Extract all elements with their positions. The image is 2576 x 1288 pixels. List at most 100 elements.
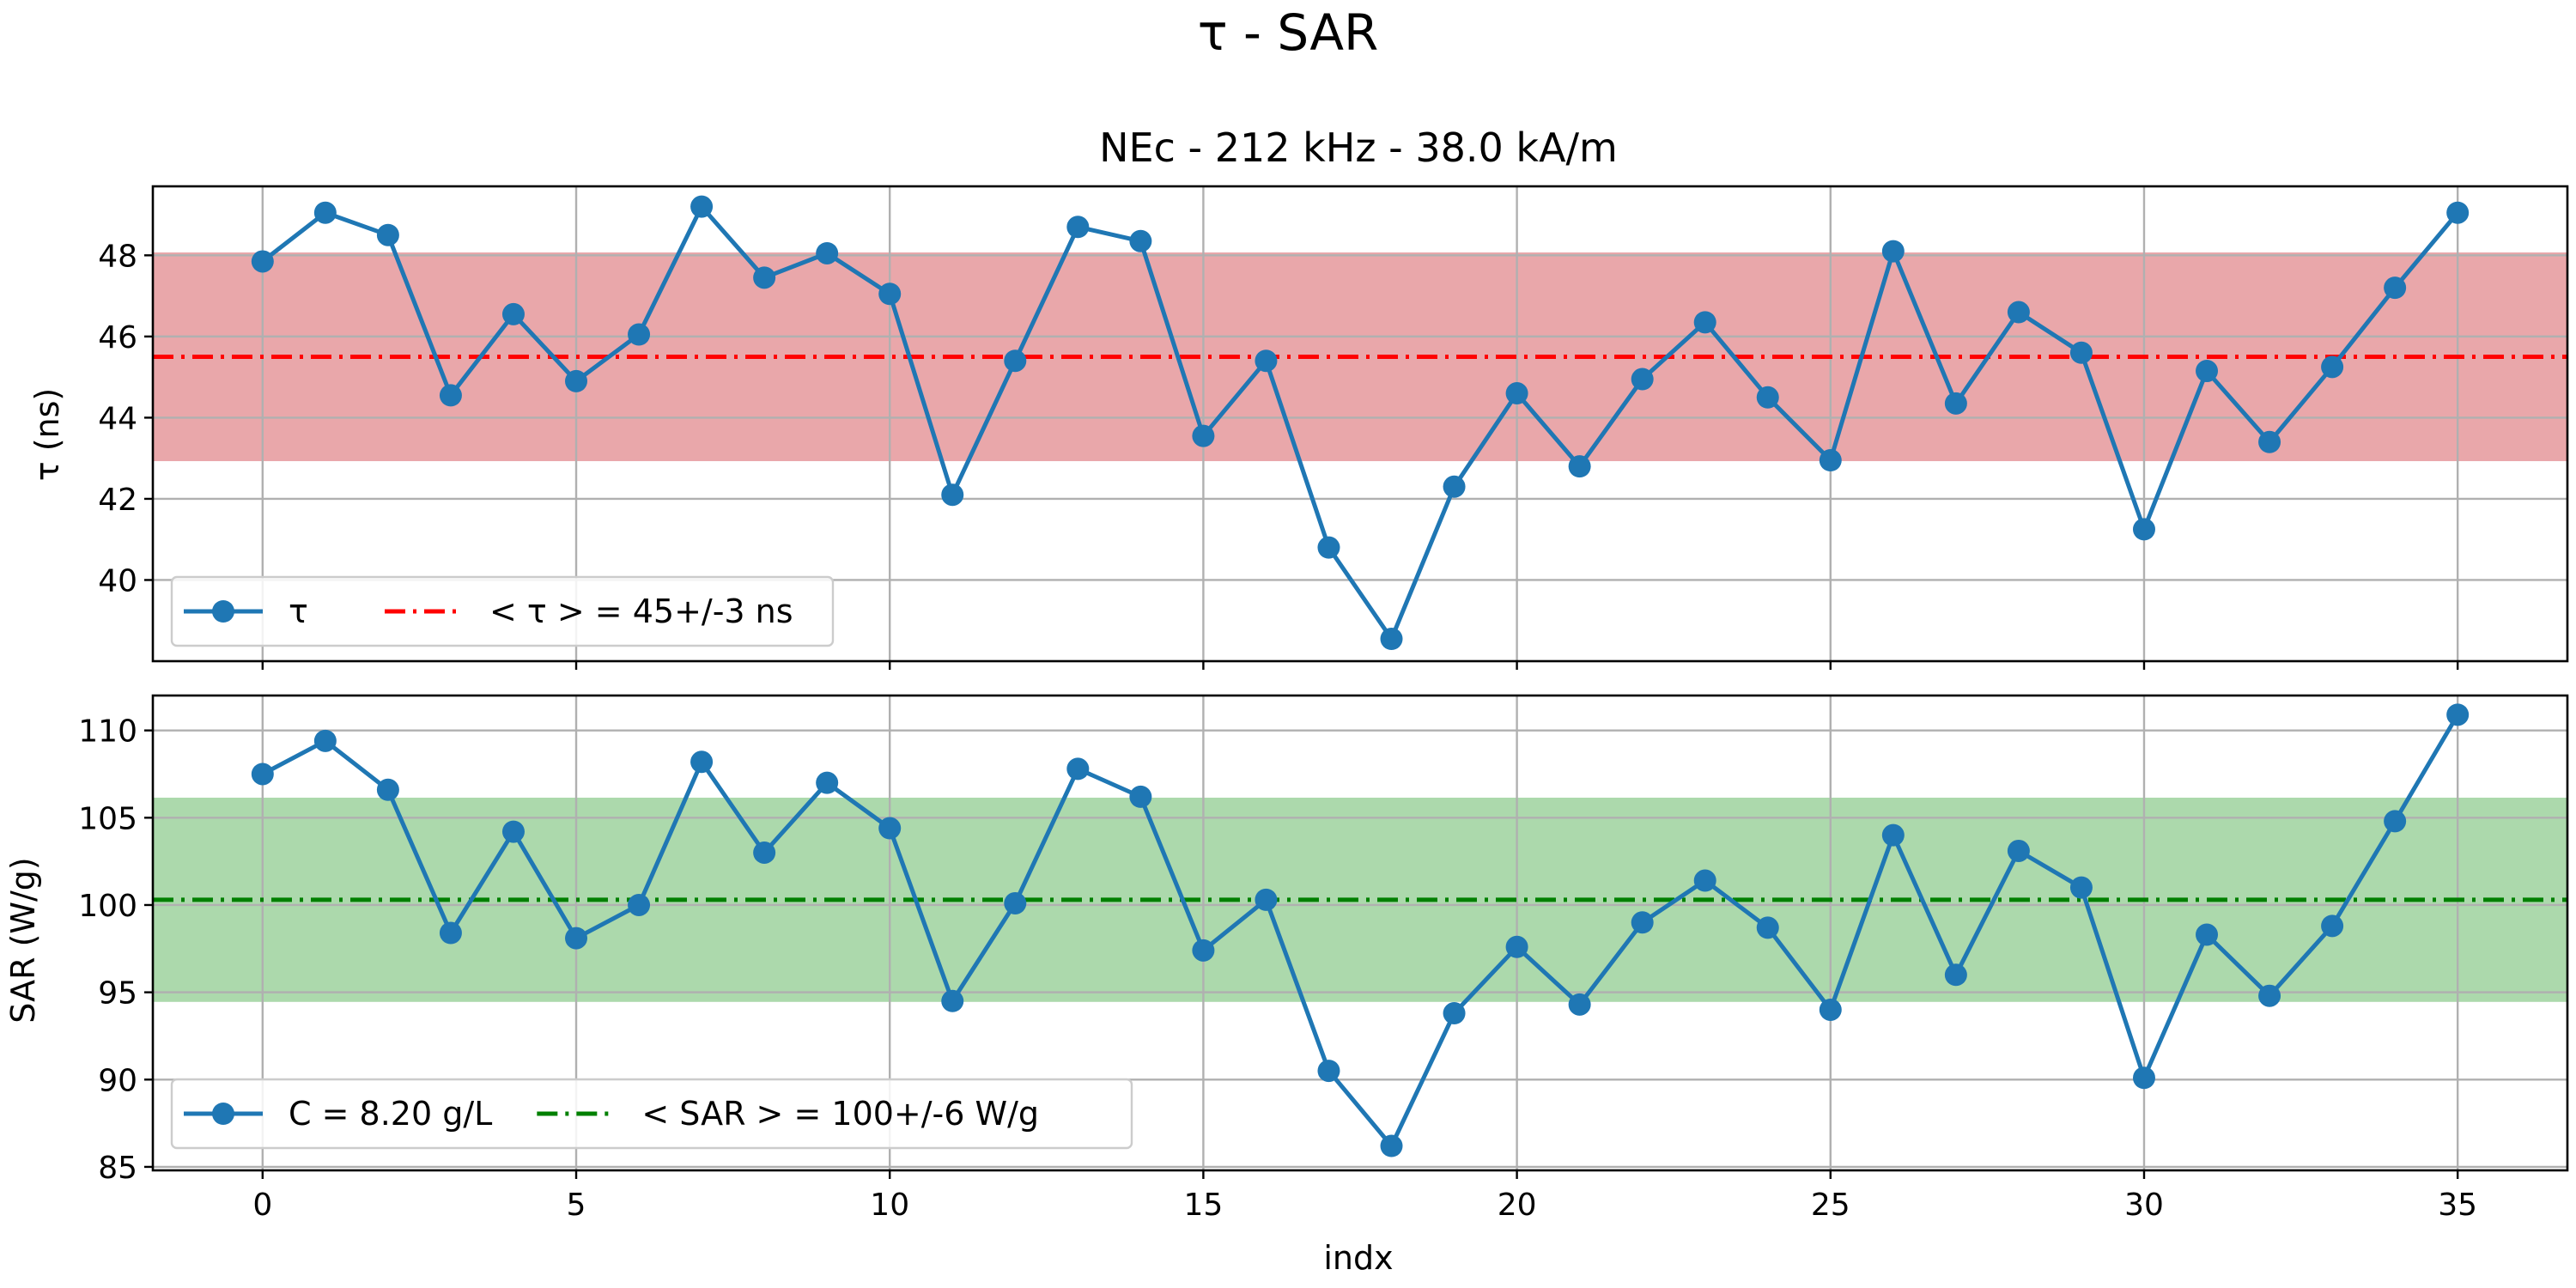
panel-tau-title: NEc - 212 kHz - 38.0 kA/m [1099,125,1618,171]
sar-point-21 [1568,993,1591,1016]
sar-point-34 [2384,810,2407,833]
sar-point-35 [2446,703,2470,726]
tau-point-35 [2446,201,2470,224]
tau-point-5 [565,369,588,392]
tau-legend-series-label: τ [289,592,308,630]
sar-point-25 [1819,998,1842,1021]
sar-point-16 [1255,888,1278,911]
sar-ytick-label-90: 90 [98,1063,137,1098]
sar-point-14 [1129,785,1152,808]
sar-point-28 [2007,839,2030,862]
panel-sar: SAR (W/g) 85 90 95 100 105 110 0 5 10 15 20 25 30 35 C… [4,694,2569,1223]
sar-xtick-label-35: 35 [2438,1188,2477,1223]
tau-point-10 [878,283,902,306]
sar-point-22 [1631,911,1654,934]
tau-point-24 [1756,386,1779,409]
tau-point-29 [2069,341,2093,364]
tau-ytick-label-48: 48 [98,239,137,274]
panel-tau: NEc - 212 kHz - 38.0 kA/m τ (ns) 40 42 44 4… [28,125,2569,670]
sar-xtick-label-0: 0 [252,1188,272,1223]
sar-point-0 [251,762,274,786]
sar-point-17 [1317,1060,1340,1083]
tau-point-17 [1317,536,1340,559]
tau-point-23 [1693,311,1716,334]
tau-ytick-label-44: 44 [98,401,137,436]
tau-point-25 [1819,449,1842,472]
sar-point-33 [2321,914,2344,938]
tau-point-32 [2258,430,2281,453]
sar-ytick-label-105: 105 [78,801,137,836]
sar-ytick-label-85: 85 [98,1151,137,1186]
sar-legend: C = 8.20 g/L < SAR > = 100+/-6 W/g [170,1078,1133,1150]
tau-point-8 [753,266,776,289]
tau-point-22 [1631,368,1654,391]
sar-point-27 [1944,963,1967,987]
tau-point-9 [816,241,839,264]
sar-point-11 [941,989,964,1012]
tau-ytick-label-42: 42 [98,483,137,518]
tau-point-18 [1380,628,1403,651]
sar-point-2 [376,778,399,801]
sar-xtick-label-15: 15 [1183,1188,1223,1223]
sar-series-line [261,714,2460,1148]
figure-suptitle: τ - SAR [1198,3,1379,62]
sar-point-19 [1443,1002,1466,1025]
sar-point-10 [878,817,902,840]
sar-ytick-label-110: 110 [78,714,137,750]
sar-point-15 [1192,939,1215,962]
sar-point-26 [1881,823,1905,847]
tau-point-26 [1881,240,1905,263]
tau-legend: τ < τ > = 45+/-3 ns [170,575,835,647]
sar-xtick-label-20: 20 [1498,1188,1537,1223]
tau-point-31 [2196,360,2219,383]
sar-legend-mean-label: < SAR > = 100+/-6 W/g [641,1095,1039,1133]
sar-point-29 [2069,876,2093,899]
tau-point-34 [2384,276,2407,300]
sar-legend-box [170,1078,1133,1150]
tau-point-4 [501,302,525,325]
tau-point-13 [1066,216,1090,239]
tau-point-21 [1568,455,1591,478]
tau-point-11 [941,483,964,507]
sar-point-12 [1004,891,1027,914]
tau-point-27 [1944,392,1967,415]
sar-point-13 [1066,757,1090,781]
sar-point-7 [690,750,714,774]
sar-xtick-label-5: 5 [567,1188,586,1223]
sar-point-8 [753,841,776,864]
sar-point-18 [1380,1134,1403,1157]
sar-point-23 [1693,869,1716,892]
tau-point-2 [376,223,399,246]
tau-point-7 [690,195,714,218]
tau-point-19 [1443,475,1466,498]
sar-point-5 [565,927,588,950]
tau-point-1 [313,201,337,224]
tau-point-28 [2007,301,2030,324]
tau-point-30 [2132,518,2155,541]
tau-ytick-label-46: 46 [98,320,137,355]
sar-point-24 [1756,916,1779,939]
sar-point-4 [501,820,525,843]
sar-xtick-label-10: 10 [870,1188,909,1223]
tau-point-20 [1505,382,1528,405]
panel-tau-ylabel: τ (ns) [28,388,66,482]
tau-axes-frame [151,185,2569,663]
tau-ytick-label-40: 40 [98,563,137,598]
sar-legend-series-label: C = 8.20 g/L [289,1095,492,1133]
tau-point-14 [1129,229,1152,252]
sar-point-3 [439,921,462,945]
sar-xtick-label-30: 30 [2124,1188,2164,1223]
tau-point-6 [628,323,651,346]
tau-legend-box [170,575,835,647]
sar-point-1 [313,729,337,752]
tau-point-3 [439,384,462,407]
tau-point-0 [251,250,274,273]
sar-point-9 [816,771,839,794]
sar-point-6 [628,893,651,916]
sar-ytick-label-95: 95 [98,976,137,1012]
sar-axes-frame [151,694,2569,1172]
sar-point-20 [1505,935,1528,958]
sar-legend-series-marker [212,1103,234,1125]
sar-point-30 [2132,1066,2155,1090]
